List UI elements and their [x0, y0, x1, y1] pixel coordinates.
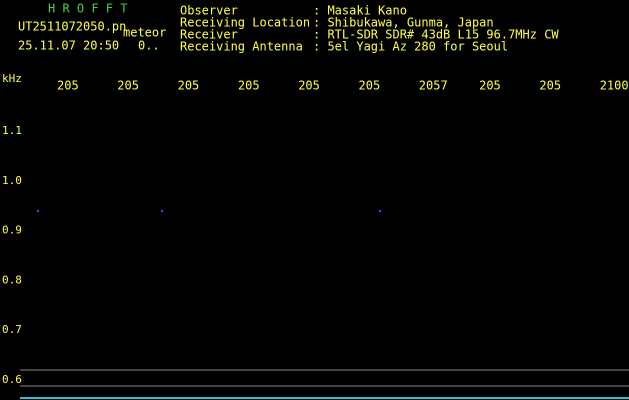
count: 0..	[138, 39, 160, 53]
field-label: Observer	[180, 4, 238, 18]
field-label: Receiving Antenna	[180, 40, 303, 54]
mode: meteor	[123, 26, 166, 40]
x-label: 2100	[600, 79, 629, 93]
y-label: 0.9	[2, 224, 22, 237]
x-label: 205	[298, 79, 320, 93]
y-label: 1.1	[2, 124, 22, 137]
y-label: 0.6	[2, 373, 22, 386]
x-label: 205	[178, 79, 200, 93]
x-label: 205	[117, 79, 139, 93]
x-label: 205	[479, 79, 501, 93]
y-unit: kHz	[2, 72, 22, 85]
app-title: H R O F F T	[48, 2, 127, 16]
field-value: : RTL-SDR SDR# 43dB L15 96.7MHz CW	[313, 28, 559, 42]
field-label: Receiving Location	[180, 16, 310, 30]
echo-dot	[37, 210, 39, 212]
field-label: Receiver	[180, 28, 238, 42]
echo-dot	[161, 210, 163, 212]
x-label: 205	[57, 79, 79, 93]
x-label: 205	[539, 79, 561, 93]
x-label: 205	[359, 79, 381, 93]
field-value: : Shibukawa, Gunma, Japan	[313, 16, 494, 30]
y-label: 1.0	[2, 174, 22, 187]
echo-dot	[379, 210, 381, 212]
field-value: : Masaki Kano	[313, 4, 407, 18]
x-label: 205	[238, 79, 260, 93]
y-label: 0.7	[2, 323, 22, 336]
field-value: : 5el Yagi Az 280 for Seoul	[313, 40, 508, 54]
file-name: UT2511072050.pn	[18, 20, 126, 34]
y-label: 0.8	[2, 273, 22, 286]
datetime: 25.11.07 20:50	[18, 39, 119, 53]
x-label: 2057	[419, 79, 448, 93]
